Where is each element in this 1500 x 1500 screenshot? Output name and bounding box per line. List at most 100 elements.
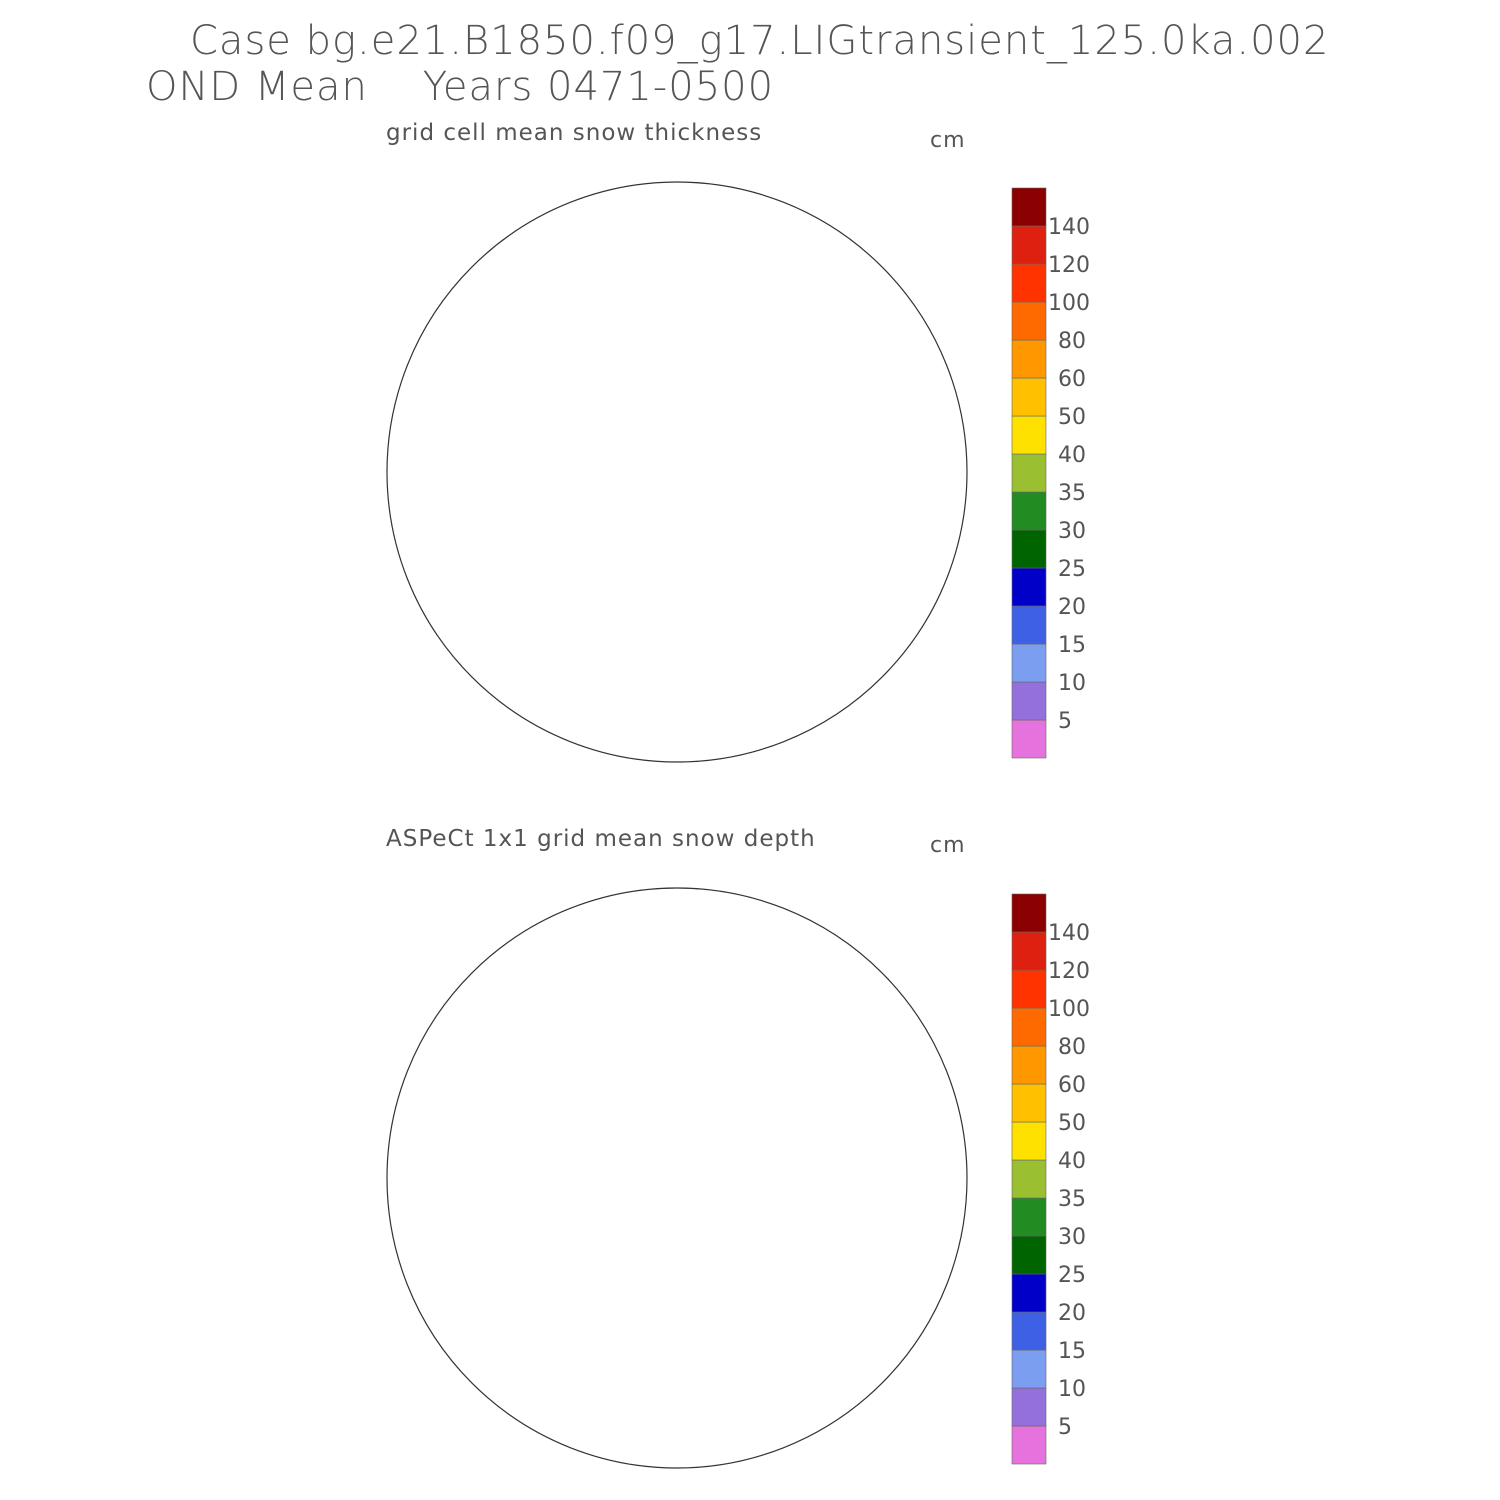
obs-cell: [756, 1032, 762, 1038]
panel-2-colorbar: 5 10 15 20 25 30 35 40 50 60 80 100 120 140: [1011, 893, 1090, 1465]
obs-cell: [668, 1020, 674, 1026]
obs-cell: [634, 1313, 640, 1319]
obs-cell: [844, 1212, 850, 1218]
colorbar-tick-label: 100: [1048, 997, 1090, 1022]
obs-cell: [666, 1011, 672, 1017]
obs-cell: [679, 1045, 685, 1051]
obs-cell: [835, 1248, 841, 1254]
obs-cell: [831, 1288, 837, 1294]
obs-cell: [693, 1329, 699, 1335]
obs-cell: [844, 1272, 850, 1278]
obs-cell: [840, 1233, 846, 1239]
snow-band-10: [522, 272, 867, 634]
colorbar-tick-label: 30: [1058, 1225, 1086, 1250]
colorbar-swatch: [1011, 969, 1047, 1009]
panel-1-graticule: [387, 182, 967, 762]
obs-cell: [567, 1069, 573, 1075]
obs-cell: [586, 1044, 592, 1050]
colorbar-tick-label: 10: [1058, 671, 1086, 696]
obs-cell: [694, 1329, 700, 1335]
obs-cell: [855, 1236, 861, 1242]
colorbar-tick-label: 50: [1058, 405, 1086, 430]
obs-cell: [685, 1013, 691, 1019]
obs-cell: [696, 967, 702, 973]
obs-cell: [579, 1064, 585, 1070]
colorbar-tick-label: 35: [1058, 1187, 1086, 1212]
colorbar-swatch: [1011, 1083, 1047, 1123]
obs-cell: [821, 1116, 827, 1122]
panel-2-graticule: [387, 888, 967, 1468]
obs-cell: [586, 1038, 592, 1044]
obs-cell: [870, 1213, 876, 1219]
obs-cell: [831, 1140, 837, 1146]
obs-cell: [838, 1242, 844, 1248]
obs-cell: [652, 1307, 658, 1313]
obs-cell: [677, 1052, 683, 1058]
colorbar-tick-label: 5: [1058, 709, 1072, 734]
obs-cell: [650, 1299, 656, 1305]
snow-band-25: [549, 307, 829, 602]
obs-cell: [562, 1073, 568, 1079]
obs-cell: [843, 1207, 849, 1213]
colorbar-tick-label: 120: [1048, 959, 1090, 984]
obs-cell: [861, 1202, 867, 1208]
obs-cell: [823, 1121, 829, 1127]
obs-cell: [669, 1033, 675, 1039]
panel-1-units: cm: [930, 128, 966, 153]
obs-cell: [794, 1072, 800, 1078]
obs-cell: [842, 1160, 848, 1166]
panel-2-units: cm: [930, 833, 966, 858]
obs-cell: [683, 1275, 689, 1281]
colorbar-tick-label: 20: [1058, 1301, 1086, 1326]
obs-cell: [701, 1319, 707, 1325]
obs-cell: [826, 1125, 832, 1131]
obs-cell: [854, 1148, 860, 1154]
obs-cell: [868, 1198, 874, 1204]
obs-cell: [870, 1184, 876, 1190]
obs-cell: [688, 1323, 694, 1329]
obs-cell: [648, 1288, 654, 1294]
obs-cell: [690, 989, 696, 995]
panel-2-map: [386, 887, 968, 1469]
obs-cell: [649, 1327, 655, 1333]
obs-cell: [669, 1044, 675, 1050]
obs-cell: [679, 1038, 685, 1044]
obs-cell: [856, 1232, 862, 1238]
colorbar-swatch: [1011, 1311, 1047, 1351]
obs-cell: [679, 1311, 685, 1317]
obs-cell: [570, 1090, 576, 1096]
obs-cell: [817, 1303, 823, 1309]
obs-cell: [859, 1222, 865, 1228]
colorbar-swatch: [1011, 415, 1047, 455]
obs-cell: [844, 1193, 850, 1199]
obs-cell: [687, 1290, 693, 1296]
colorbar-tick-label: 10: [1058, 1377, 1086, 1402]
obs-cell: [574, 1073, 580, 1079]
obs-cell: [837, 1280, 843, 1286]
colorbar-swatch: [1011, 453, 1047, 493]
obs-cell: [538, 1046, 544, 1052]
obs-cell: [763, 1037, 769, 1043]
obs-cell: [792, 1299, 798, 1305]
obs-cell: [801, 1070, 807, 1076]
obs-cell: [841, 1228, 847, 1234]
obs-cell: [862, 1218, 868, 1224]
colorbar-swatch: [1011, 1007, 1047, 1047]
obs-cell: [853, 1241, 859, 1247]
obs-cell: [612, 1293, 618, 1299]
obs-cell: [624, 1030, 630, 1036]
obs-cell: [845, 1218, 851, 1224]
colorbar-tick-label: 30: [1058, 519, 1086, 544]
obs-cell: [668, 1017, 674, 1023]
obs-cell: [647, 1287, 653, 1293]
colorbar-tick-label: 60: [1058, 367, 1086, 392]
obs-cell: [653, 1311, 659, 1317]
colorbar-swatch: [1011, 1273, 1047, 1313]
obs-cell: [778, 1049, 784, 1055]
obs-cell: [617, 1297, 623, 1303]
obs-cell: [844, 1179, 850, 1185]
obs-cell: [858, 1177, 864, 1183]
panel-1-colorbar: 5 10 15 20 25 30 35 40 50 60 80 100 120 140: [1011, 187, 1090, 759]
obs-cell: [849, 1268, 855, 1274]
obs-cell: [715, 1014, 721, 1020]
